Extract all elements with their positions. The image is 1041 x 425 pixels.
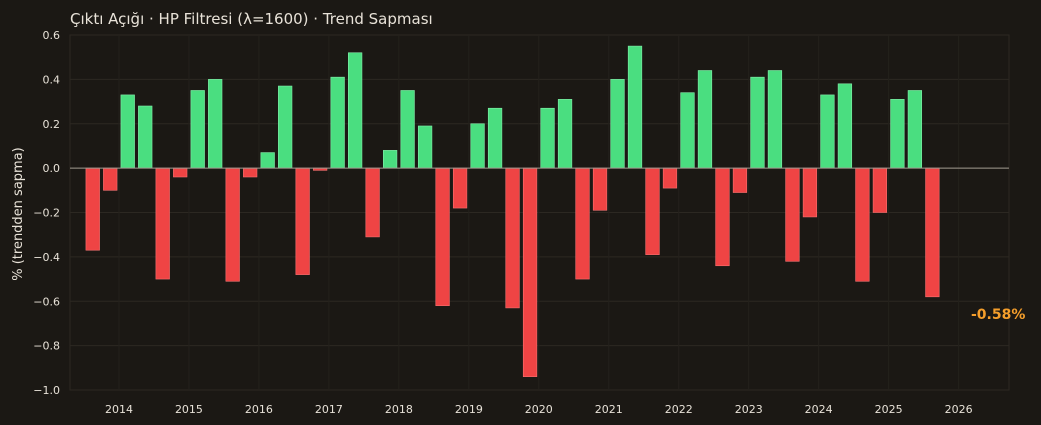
bar-negative xyxy=(662,167,678,189)
x-tick-label: 2019 xyxy=(455,403,483,416)
y-tick-label: −0.8 xyxy=(33,340,60,353)
bar-positive xyxy=(557,99,573,169)
bar-positive xyxy=(330,76,345,169)
bar-positive xyxy=(837,83,853,169)
bar-positive xyxy=(400,90,415,169)
x-tick-label: 2024 xyxy=(805,403,833,416)
bar-negative xyxy=(872,167,888,213)
bar-negative xyxy=(103,167,118,191)
bar-negative xyxy=(155,167,170,280)
bar-positive xyxy=(820,94,835,169)
bar-negative xyxy=(575,167,590,280)
bar-positive xyxy=(767,70,783,169)
bar-positive xyxy=(190,90,205,169)
bar-negative xyxy=(715,167,730,267)
bar-negative xyxy=(243,167,258,178)
x-tick-label: 2025 xyxy=(875,403,903,416)
x-tick-label: 2015 xyxy=(175,403,203,416)
x-tick-label: 2022 xyxy=(665,403,693,416)
bar-negative xyxy=(732,167,748,193)
bar-positive xyxy=(890,99,905,169)
x-tick-label: 2016 xyxy=(245,403,273,416)
bar-positive xyxy=(470,123,485,169)
bars-layer xyxy=(70,45,1009,377)
bar-positive xyxy=(487,107,503,169)
y-tick-label: 0.2 xyxy=(43,118,61,131)
bar-positive xyxy=(610,79,625,169)
x-tick-label: 2018 xyxy=(385,403,413,416)
bar-negative xyxy=(85,167,100,251)
chart-title: Çıktı Açığı · HP Filtresi (λ=1600) · Tre… xyxy=(70,10,433,28)
x-tick-label: 2021 xyxy=(595,403,623,416)
bar-positive xyxy=(138,105,153,169)
bar-positive xyxy=(907,90,923,169)
x-tick-label: 2020 xyxy=(525,403,553,416)
bar-negative xyxy=(925,167,940,298)
bar-positive xyxy=(540,107,555,169)
bar-positive xyxy=(750,76,765,169)
bar-negative xyxy=(295,167,310,275)
bar-negative xyxy=(435,167,450,306)
bar-positive xyxy=(278,85,293,169)
bar-positive xyxy=(382,150,398,169)
bar-negative xyxy=(645,167,660,255)
bar-positive xyxy=(348,52,363,169)
bar-positive xyxy=(120,94,135,169)
y-tick-label: 0.4 xyxy=(43,73,61,86)
bar-positive xyxy=(260,152,275,169)
bar-negative xyxy=(522,167,538,377)
bar-positive xyxy=(208,79,223,169)
bar-negative xyxy=(802,167,818,218)
bar-negative xyxy=(173,167,188,178)
last-value-label: -0.58% xyxy=(971,307,1025,323)
y-tick-label: −0.2 xyxy=(33,207,60,220)
bar-positive xyxy=(680,92,695,169)
bar-positive xyxy=(627,45,643,169)
bar-negative xyxy=(452,167,468,209)
bar-negative xyxy=(785,167,800,262)
x-tick-label: 2014 xyxy=(105,403,133,416)
y-tick-label: −0.4 xyxy=(33,251,60,264)
x-tick-label: 2017 xyxy=(315,403,343,416)
y-tick-label: 0.0 xyxy=(43,162,61,175)
bar-negative xyxy=(592,167,608,211)
y-tick-label: −1.0 xyxy=(33,384,60,397)
y-tick-label: −0.6 xyxy=(33,295,60,308)
bar-positive xyxy=(697,70,713,169)
bar-negative xyxy=(505,167,520,309)
y-axis-label: % (trendden sapma) xyxy=(11,147,26,281)
bar-negative xyxy=(225,167,240,282)
x-tick-label: 2026 xyxy=(945,403,973,416)
bar-negative xyxy=(855,167,870,282)
axis-layer: 0.6 0.4 0.2 0.0 −0.2 −0.4 −0.6 −0.8 −1.0 2014 2015… xyxy=(33,29,972,416)
y-tick-label: 0.6 xyxy=(43,29,61,42)
x-tick-label: 2023 xyxy=(735,403,763,416)
bar-positive xyxy=(417,125,433,169)
bar-negative xyxy=(365,167,380,238)
